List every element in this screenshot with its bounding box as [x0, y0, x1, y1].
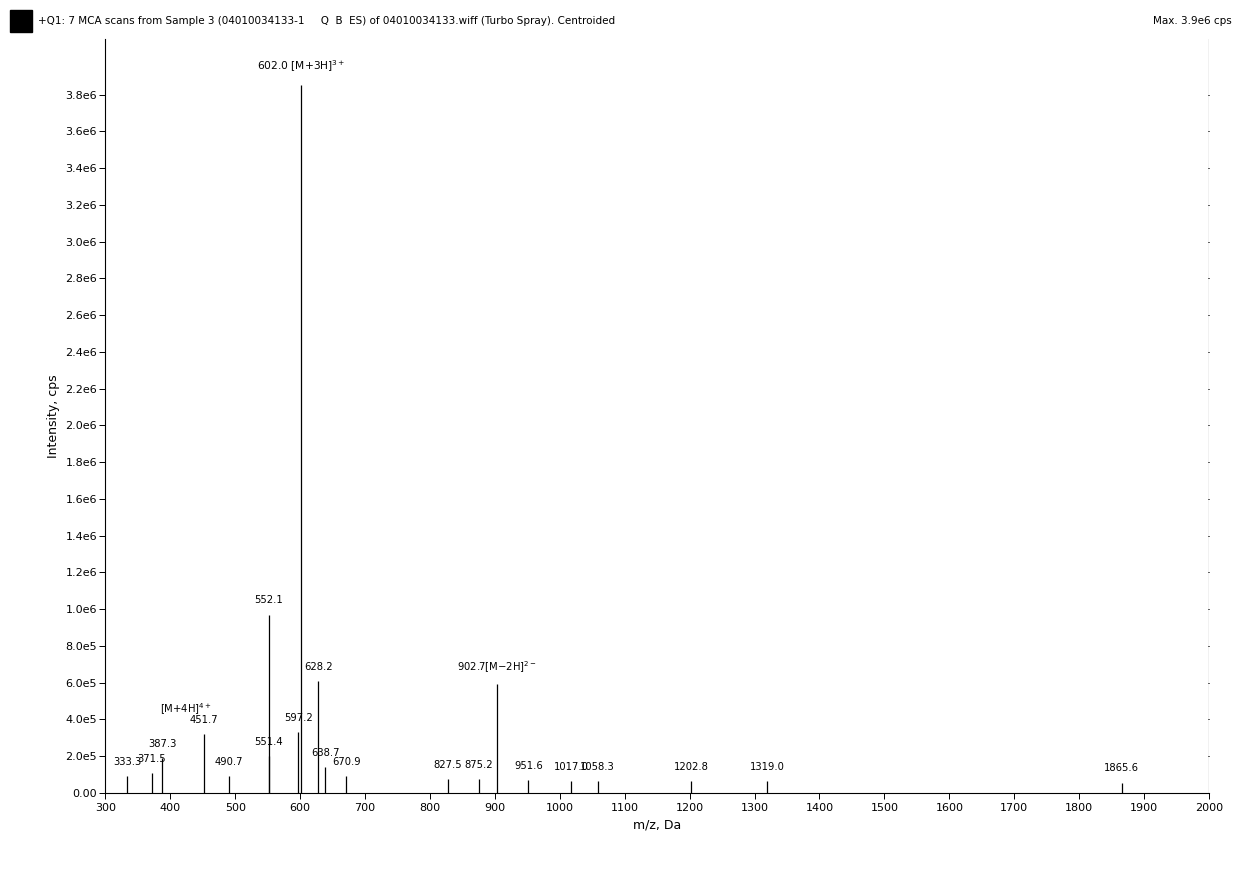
Text: 638.7: 638.7 — [311, 748, 340, 758]
Text: 597.2: 597.2 — [284, 713, 312, 723]
Text: [M+4H]$^{4+}$: [M+4H]$^{4+}$ — [160, 702, 212, 717]
Text: 387.3: 387.3 — [148, 738, 176, 749]
Text: Max. 3.9e6 cps: Max. 3.9e6 cps — [1152, 16, 1231, 26]
Text: 490.7: 490.7 — [215, 757, 243, 767]
Text: 451.7: 451.7 — [190, 715, 218, 724]
Text: 371.5: 371.5 — [138, 754, 166, 764]
Text: 333.3: 333.3 — [113, 757, 141, 767]
Text: 552.1: 552.1 — [254, 596, 284, 605]
Text: 1865.6: 1865.6 — [1105, 764, 1140, 774]
Text: 551.4: 551.4 — [254, 737, 283, 747]
Text: 1202.8: 1202.8 — [675, 761, 709, 772]
Text: 602.0 [M+3H]$^{3+}$: 602.0 [M+3H]$^{3+}$ — [257, 59, 346, 74]
Text: 1058.3: 1058.3 — [580, 761, 615, 772]
Text: 628.2: 628.2 — [304, 661, 332, 672]
Text: 1319.0: 1319.0 — [749, 761, 785, 772]
Text: +Q1: 7 MCA scans from Sample 3 (04010034133-1     Q  B  ES) of 04010034133.wiff : +Q1: 7 MCA scans from Sample 3 (04010034… — [38, 16, 615, 26]
Y-axis label: Intensity, cps: Intensity, cps — [47, 374, 60, 458]
Bar — [10, 10, 32, 32]
Text: 1017.0: 1017.0 — [553, 761, 588, 772]
X-axis label: m/z, Da: m/z, Da — [634, 818, 681, 831]
Text: 902.7[M−2H]$^{2-}$: 902.7[M−2H]$^{2-}$ — [456, 660, 537, 675]
Text: 670.9: 670.9 — [332, 757, 361, 767]
Text: 951.6: 951.6 — [515, 760, 543, 771]
Text: 827.5: 827.5 — [434, 759, 463, 770]
Text: 875.2: 875.2 — [465, 759, 494, 770]
